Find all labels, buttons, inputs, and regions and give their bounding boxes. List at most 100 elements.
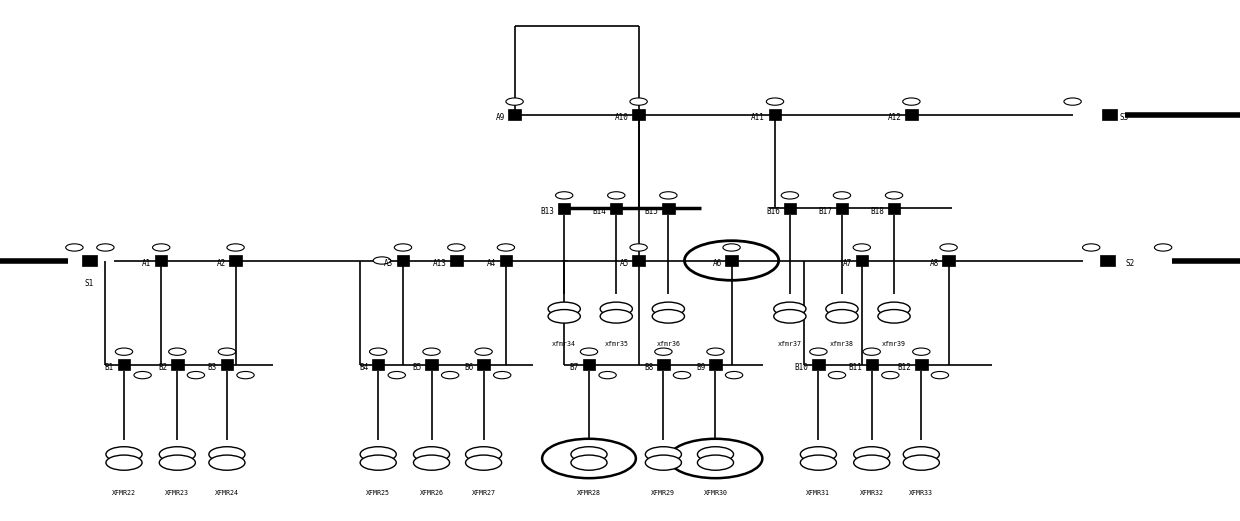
Circle shape (645, 455, 682, 470)
Bar (118, 359, 130, 370)
Circle shape (373, 257, 391, 264)
Text: B13: B13 (541, 206, 554, 216)
Circle shape (826, 309, 858, 323)
Circle shape (227, 244, 244, 251)
Circle shape (208, 446, 246, 462)
Text: B11: B11 (848, 363, 862, 372)
Text: xfmr39: xfmr39 (882, 341, 906, 348)
Text: B17: B17 (818, 206, 832, 216)
Circle shape (388, 371, 405, 379)
Bar (632, 255, 645, 266)
Bar (812, 359, 825, 370)
Text: A5: A5 (620, 258, 629, 268)
Bar (397, 255, 409, 266)
Text: B1: B1 (105, 363, 114, 372)
Text: A2: A2 (217, 258, 226, 268)
Text: S1: S1 (84, 279, 94, 288)
Circle shape (599, 371, 616, 379)
Bar (500, 255, 512, 266)
Circle shape (931, 371, 949, 379)
Circle shape (97, 244, 114, 251)
Bar (425, 359, 438, 370)
Bar (725, 255, 738, 266)
Text: B4: B4 (360, 363, 368, 372)
Text: XFMR32: XFMR32 (859, 490, 884, 496)
Text: xfmr36: xfmr36 (656, 341, 681, 348)
Bar (915, 359, 928, 370)
Text: A8: A8 (930, 258, 939, 268)
Text: XFMR26: XFMR26 (419, 490, 444, 496)
Circle shape (105, 455, 143, 470)
Text: A12: A12 (888, 113, 901, 122)
Circle shape (810, 348, 827, 355)
Circle shape (570, 455, 608, 470)
Circle shape (655, 348, 672, 355)
Text: B12: B12 (898, 363, 911, 372)
Circle shape (853, 455, 890, 470)
Circle shape (448, 244, 465, 251)
Text: XFMR30: XFMR30 (703, 490, 728, 496)
Circle shape (237, 371, 254, 379)
Circle shape (774, 309, 806, 323)
Text: A10: A10 (615, 113, 629, 122)
Bar (477, 359, 490, 370)
Text: XFMR23: XFMR23 (165, 490, 190, 496)
Bar (155, 255, 167, 266)
Text: XFMR22: XFMR22 (112, 490, 136, 496)
Circle shape (766, 98, 784, 105)
Text: A7: A7 (843, 258, 852, 268)
Bar (632, 109, 645, 120)
Circle shape (826, 302, 858, 316)
Circle shape (863, 348, 880, 355)
Circle shape (903, 98, 920, 105)
Circle shape (800, 446, 837, 462)
Circle shape (548, 309, 580, 323)
Circle shape (800, 455, 837, 470)
Bar (769, 109, 781, 120)
Circle shape (169, 348, 186, 355)
Circle shape (159, 455, 196, 470)
Text: xfmr34: xfmr34 (552, 341, 577, 348)
Circle shape (115, 348, 133, 355)
Bar (888, 203, 900, 214)
Circle shape (630, 98, 647, 105)
Text: B16: B16 (766, 206, 780, 216)
Circle shape (1083, 244, 1100, 251)
Text: B14: B14 (593, 206, 606, 216)
Circle shape (105, 446, 143, 462)
Circle shape (208, 455, 246, 470)
Bar (866, 359, 878, 370)
Circle shape (360, 446, 397, 462)
Text: A4: A4 (487, 258, 496, 268)
Circle shape (885, 192, 903, 199)
Circle shape (853, 244, 870, 251)
Text: B15: B15 (645, 206, 658, 216)
Bar (372, 359, 384, 370)
Bar (836, 203, 848, 214)
Circle shape (570, 446, 608, 462)
Circle shape (913, 348, 930, 355)
Text: A13: A13 (433, 258, 446, 268)
Circle shape (423, 348, 440, 355)
Circle shape (370, 348, 387, 355)
Circle shape (497, 244, 515, 251)
Circle shape (833, 192, 851, 199)
Circle shape (652, 309, 684, 323)
Circle shape (697, 455, 734, 470)
Circle shape (608, 192, 625, 199)
Circle shape (828, 371, 846, 379)
Text: B6: B6 (465, 363, 474, 372)
Circle shape (187, 371, 205, 379)
Bar (657, 359, 670, 370)
Text: S3: S3 (1120, 113, 1128, 122)
Circle shape (652, 302, 684, 316)
Bar (942, 255, 955, 266)
Circle shape (853, 446, 890, 462)
Circle shape (940, 244, 957, 251)
Bar (171, 359, 184, 370)
Circle shape (697, 446, 734, 462)
Circle shape (475, 348, 492, 355)
Circle shape (218, 348, 236, 355)
Bar (1100, 255, 1115, 266)
Circle shape (878, 302, 910, 316)
